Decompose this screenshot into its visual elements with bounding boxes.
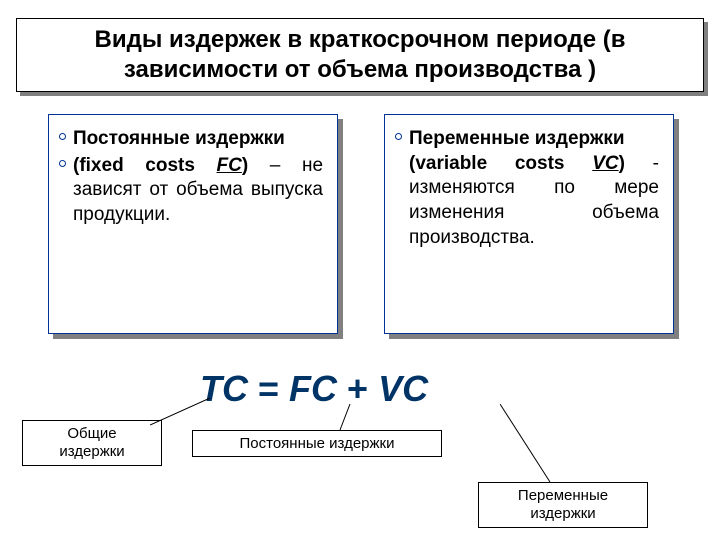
list-item: Переменные издержки (variable costs VC) … [409,127,659,250]
connector-line-1 [150,398,220,428]
fixed-costs-box: Постоянные издержки (fixed costs FC) – н… [48,114,338,334]
callout-total-costs: Общие издержки [22,420,162,466]
fixed-costs-body: (fixed costs FC) – не зависят от объема … [73,154,323,228]
variable-costs-body: Переменные издержки (variable costs VC) … [409,127,659,250]
callout-fixed-costs: Постоянные издержки [192,430,442,457]
list-item: Постоянные издержки [73,127,323,152]
fixed-costs-title: Постоянные издержки [73,127,323,152]
formula-eq: = [248,368,289,409]
bullet-icon [395,133,402,140]
formula: TC = FC + VC [200,368,428,410]
formula-plus: + [337,368,378,409]
title-box: Виды издержек в краткосрочном периоде (в… [16,18,704,92]
bullet-icon [59,133,66,140]
title-text: Виды издержек в краткосрочном периоде (в… [17,25,703,85]
bullet-icon [59,160,66,167]
formula-fc: FC [289,368,337,409]
formula-vc: VC [378,368,428,409]
list-item: (fixed costs FC) – не зависят от объема … [73,154,323,228]
variable-costs-box: Переменные издержки (variable costs VC) … [384,114,674,334]
connector-line-3 [500,404,560,484]
callout-variable-costs: Переменные издержки [478,482,648,528]
connector-line-2 [330,404,360,434]
